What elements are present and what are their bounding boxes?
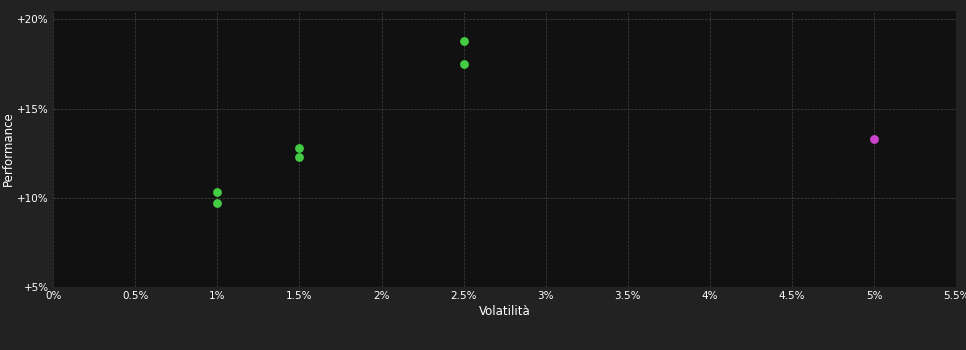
Point: [456, 38, 471, 44]
Point: [867, 136, 882, 142]
Point: [456, 61, 471, 67]
Y-axis label: Performance: Performance: [1, 111, 14, 186]
Point: [292, 145, 307, 150]
X-axis label: Volatilità: Volatilità: [479, 305, 530, 318]
Point: [210, 190, 225, 195]
Point: [292, 154, 307, 160]
Point: [210, 200, 225, 206]
